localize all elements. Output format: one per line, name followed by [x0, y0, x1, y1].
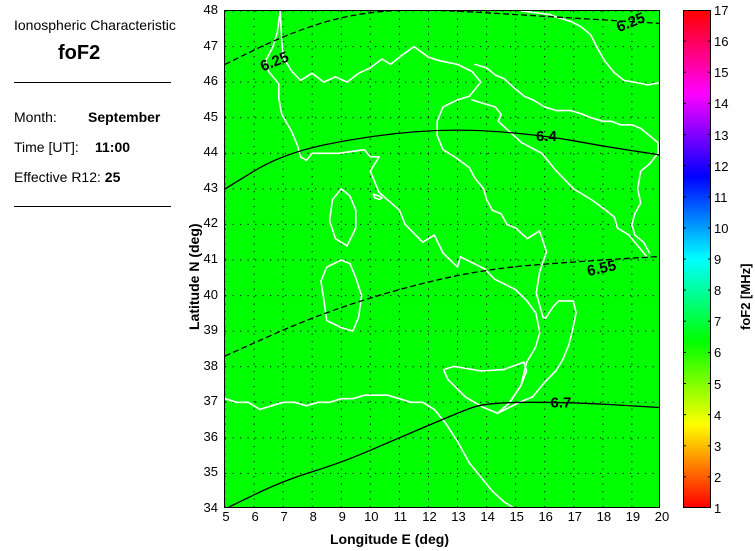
svg-text:6.4: 6.4 — [536, 128, 558, 145]
svg-text:6.25: 6.25 — [614, 11, 647, 36]
svg-text:6.7: 6.7 — [551, 395, 572, 412]
svg-text:6.25: 6.25 — [258, 49, 291, 76]
